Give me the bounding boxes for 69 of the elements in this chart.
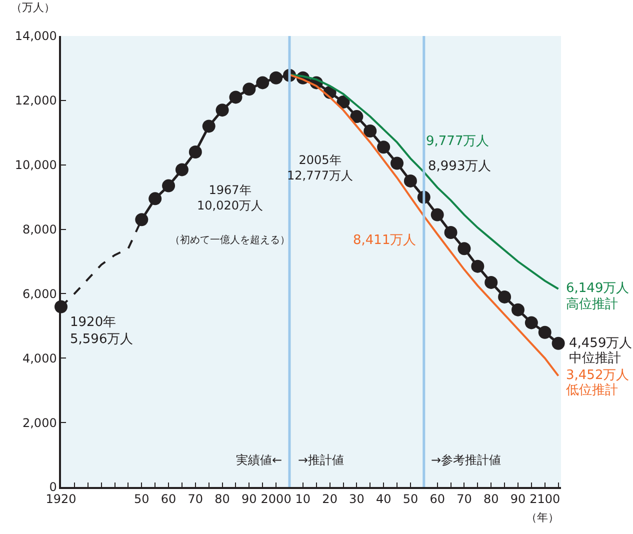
point <box>135 213 148 226</box>
point <box>202 120 216 133</box>
data-label: 8,993万人 <box>428 159 492 174</box>
y-axis-title: （万人） <box>11 1 55 14</box>
data-label: 6,149万人 <box>566 281 630 296</box>
x-tick-label: 90 <box>510 492 526 506</box>
point <box>242 82 256 96</box>
x-tick-label: 1920 <box>46 492 76 506</box>
point <box>484 276 498 289</box>
x-tick-label: 70 <box>456 492 472 506</box>
point <box>404 174 417 188</box>
point <box>364 124 377 138</box>
point <box>538 326 552 339</box>
annotation: 1967年 10,020万人 <box>197 183 263 213</box>
annotation: （初めて一億人を超える） <box>170 234 290 246</box>
x-tick-label: 60 <box>430 492 445 506</box>
data-label: 1920年 5,596万人 <box>70 315 134 347</box>
point <box>256 76 270 90</box>
data-label: 3,452万人 <box>566 368 630 383</box>
x-tick-label: 80 <box>483 492 499 506</box>
x-tick-label: 30 <box>349 492 364 506</box>
point <box>350 110 364 124</box>
point <box>188 145 202 158</box>
series-label: 高位推計 <box>566 296 618 312</box>
point <box>390 156 404 170</box>
point <box>511 303 524 316</box>
point <box>552 336 565 350</box>
point <box>430 208 444 222</box>
x-tick-label: 10 <box>295 492 311 506</box>
y-tick-label: 0 <box>49 480 57 494</box>
annotation: →参考推計値 <box>431 453 502 467</box>
x-tick-label: 90 <box>242 492 257 506</box>
data-label: 9,777万人 <box>426 134 490 149</box>
x-tick-label: 20 <box>322 492 338 506</box>
y-tick-label: 4,000 <box>22 351 57 366</box>
y-tick-label: 12,000 <box>14 94 57 108</box>
y-tick-label: 14,000 <box>14 29 57 44</box>
y-tick-label: 6,000 <box>22 286 57 301</box>
y-tick-label: 2,000 <box>22 416 57 430</box>
annotation: →推計値 <box>298 453 344 467</box>
x-tick-label: 50 <box>402 492 418 506</box>
y-tick-label: 8,000 <box>22 222 57 236</box>
x-tick-label: 2000 <box>260 492 292 506</box>
point <box>148 192 162 206</box>
point <box>458 242 471 256</box>
point <box>377 140 390 154</box>
x-tick-label: 60 <box>160 492 176 506</box>
annotation: 2005年 12,777万人 <box>287 153 353 183</box>
data-label: 8,411万人 <box>353 233 416 248</box>
data-label: 4,459万人 <box>569 336 632 351</box>
y-tick-label: 10,000 <box>14 158 57 172</box>
x-tick-label: 80 <box>214 492 230 506</box>
point <box>498 290 512 304</box>
series-label: 低位推計 <box>566 383 618 398</box>
point <box>444 226 458 240</box>
x-axis-title: （年） <box>526 511 559 524</box>
x-tick-label: 50 <box>134 492 150 506</box>
x-tick-label: 70 <box>188 492 204 506</box>
annotation: 実績値← <box>236 453 282 467</box>
x-tick-label: 40 <box>376 492 392 506</box>
point <box>229 90 242 104</box>
x-tick-label: 2100 <box>530 492 560 506</box>
series-label: 中位推計 <box>569 351 621 366</box>
point <box>175 163 188 176</box>
point <box>524 316 538 330</box>
point <box>471 260 484 273</box>
point <box>270 71 283 84</box>
point <box>162 179 176 192</box>
point <box>216 104 229 117</box>
